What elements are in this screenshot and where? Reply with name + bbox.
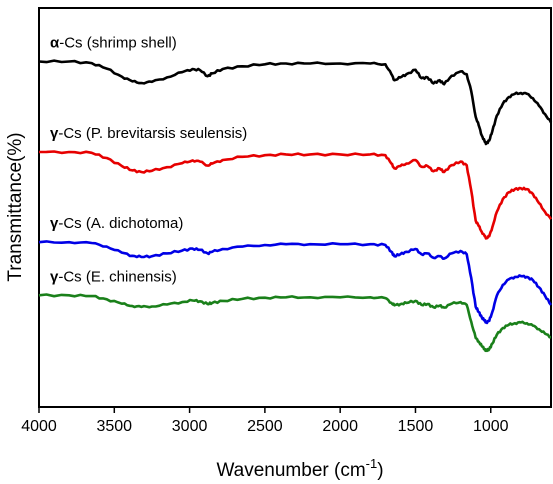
series-label-text: -Cs (E. chinensis): [58, 268, 176, 285]
series-label-greek: α: [50, 34, 60, 51]
x-tick-label: 1000: [473, 418, 509, 435]
x-tick-label: 4000: [21, 418, 57, 435]
series-line: [38, 293, 551, 353]
series-labels: α-Cs (shrimp shell)γ-Cs (P. brevitarsis …: [50, 34, 247, 285]
plot-frame: [38, 7, 552, 408]
series-label: γ-Cs (P. brevitarsis seulensis): [50, 125, 247, 142]
x-axis-title-tail: ): [377, 460, 383, 481]
x-axis-title-sup: -1: [366, 456, 378, 471]
x-ticks: 4000 3500 3000 2500 2000 1500 1000: [21, 407, 509, 435]
x-axis-title-main: Wavenumber (cm: [216, 460, 365, 481]
series-label-greek: γ: [50, 215, 59, 232]
series-lines: [38, 59, 553, 353]
x-tick-label: 1500: [398, 418, 434, 435]
x-tick-label: 2500: [247, 418, 283, 435]
series-line: [38, 150, 553, 240]
series-label-greek: γ: [50, 268, 59, 285]
x-axis-title: Wavenumber (cm-1): [216, 456, 383, 481]
x-tick-label: 2000: [322, 418, 358, 435]
series-line: [38, 59, 553, 146]
series-line: [38, 240, 552, 325]
x-tick-label: 3500: [96, 418, 132, 435]
series-label: γ-Cs (E. chinensis): [50, 268, 177, 285]
series-label: γ-Cs (A. dichotoma): [50, 215, 183, 232]
series-label-text: -Cs (P. brevitarsis seulensis): [58, 125, 247, 142]
series-label-greek: γ: [50, 125, 59, 142]
series-label-text: -Cs (A. dichotoma): [58, 215, 183, 232]
series-label-text: -Cs (shrimp shell): [59, 34, 177, 51]
series-label: α-Cs (shrimp shell): [50, 34, 177, 51]
x-tick-label: 3000: [172, 418, 208, 435]
y-axis-title: Transmittance(%): [5, 132, 26, 281]
